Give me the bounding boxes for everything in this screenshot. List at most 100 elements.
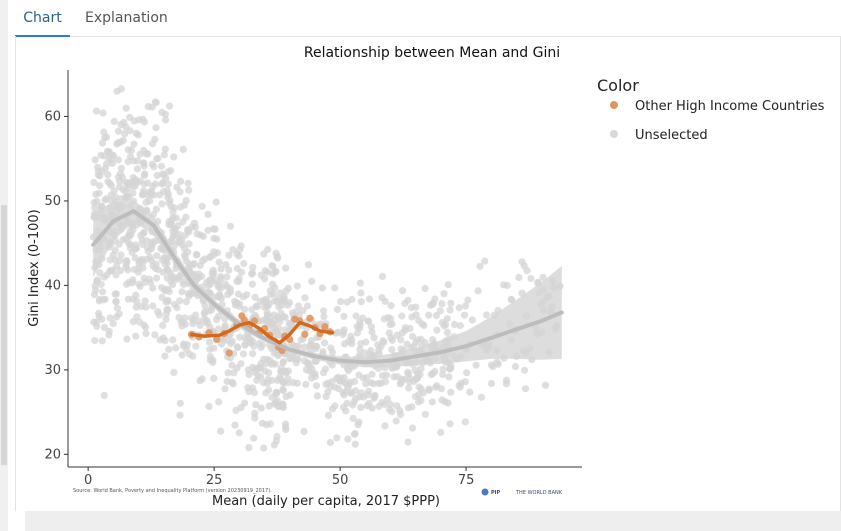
unselected-point <box>100 216 108 224</box>
x-tick-label: 25 <box>206 473 223 488</box>
unselected-point <box>132 332 140 340</box>
legend-label-unselected: Unselected <box>635 128 708 143</box>
unselected-point <box>398 375 406 383</box>
unselected-point <box>210 248 218 256</box>
unselected-point <box>328 348 336 356</box>
pip-logo-mark <box>481 488 489 496</box>
unselected-point <box>182 298 190 306</box>
unselected-point <box>294 302 303 310</box>
unselected-point <box>384 314 392 322</box>
highlight-point <box>321 323 329 331</box>
unselected-point <box>556 282 564 290</box>
unselected-point <box>436 307 444 315</box>
unselected-point <box>356 353 364 362</box>
unselected-point <box>91 336 99 345</box>
bottom-scrollbar[interactable] <box>25 511 841 531</box>
unselected-point <box>205 289 213 297</box>
unselected-point <box>135 280 143 288</box>
unselected-point <box>175 313 183 322</box>
unselected-point <box>149 140 157 148</box>
unselected-point <box>129 189 137 197</box>
unselected-point <box>94 171 102 179</box>
unselected-point <box>455 304 463 312</box>
unselected-point <box>123 335 131 343</box>
unselected-point <box>477 393 485 401</box>
tab-chart[interactable]: Chart <box>15 0 70 37</box>
unselected-point <box>249 350 257 358</box>
unselected-point <box>158 180 166 188</box>
unselected-point <box>121 130 129 138</box>
unselected-point <box>417 365 425 373</box>
unselected-point <box>235 429 243 437</box>
unselected-point <box>211 225 219 233</box>
unselected-point <box>124 146 132 154</box>
unselected-point <box>108 210 116 218</box>
unselected-point <box>101 164 109 172</box>
unselected-point <box>380 338 388 346</box>
unselected-point <box>262 389 270 397</box>
unselected-point <box>130 140 138 148</box>
unselected-point <box>140 180 148 188</box>
unselected-point <box>368 370 376 378</box>
unselected-point <box>405 384 413 392</box>
unselected-point <box>438 300 446 308</box>
unselected-point <box>205 282 213 290</box>
unselected-point <box>472 361 480 369</box>
highlight-point <box>225 349 233 357</box>
unselected-point <box>518 289 526 297</box>
unselected-point <box>506 320 514 328</box>
unselected-point <box>236 333 244 341</box>
unselected-point <box>230 369 238 377</box>
source-note: Source: World Bank, Poverty and Inequali… <box>73 488 272 494</box>
unselected-point <box>156 191 164 199</box>
unselected-point <box>151 180 160 188</box>
unselected-point <box>227 339 235 348</box>
unselected-point <box>433 326 441 334</box>
unselected-point <box>293 379 301 387</box>
unselected-point <box>112 271 120 279</box>
unselected-point <box>228 361 236 369</box>
unselected-point <box>169 208 177 216</box>
unselected-point <box>232 299 240 307</box>
unselected-point <box>229 380 237 388</box>
unselected-point <box>331 284 339 292</box>
tab-bar: Chart Explanation <box>15 0 841 37</box>
left-scrollbar-thumb[interactable] <box>1 205 7 465</box>
unselected-point <box>109 151 117 159</box>
unselected-point <box>250 434 258 442</box>
unselected-point <box>284 375 292 383</box>
unselected-point <box>91 204 99 212</box>
unselected-point <box>321 339 329 347</box>
unselected-point <box>273 389 281 397</box>
unselected-point <box>96 246 104 254</box>
unselected-point <box>167 202 175 210</box>
unselected-point <box>193 230 201 238</box>
unselected-point <box>118 202 126 211</box>
unselected-point <box>100 391 108 399</box>
unselected-point <box>365 399 373 407</box>
left-scrollbar[interactable] <box>0 0 8 531</box>
highlight-trend-line <box>189 320 335 345</box>
world-bank-logo-text: THE WORLD BANK <box>515 490 563 496</box>
unselected-point <box>148 160 156 168</box>
unselected-point <box>176 203 185 211</box>
unselected-point <box>129 226 137 234</box>
unselected-point <box>351 430 359 438</box>
unselected-point <box>362 380 370 388</box>
unselected-point <box>233 343 242 351</box>
unselected-point <box>303 302 312 310</box>
unselected-point <box>382 371 391 379</box>
tab-explanation[interactable]: Explanation <box>85 10 168 26</box>
unselected-point <box>439 365 447 373</box>
unselected-point <box>273 253 281 261</box>
unselected-point <box>302 366 310 374</box>
unselected-point <box>263 379 271 387</box>
unselected-point <box>106 314 114 322</box>
chart-panel: Relationship between Mean and Gini 0 25 50… <box>15 36 841 511</box>
unselected-point <box>365 295 373 303</box>
unselected-point <box>320 369 328 377</box>
unselected-point <box>159 321 167 330</box>
unselected-point <box>124 158 132 166</box>
unselected-point <box>201 302 209 310</box>
unselected-point <box>421 410 429 418</box>
